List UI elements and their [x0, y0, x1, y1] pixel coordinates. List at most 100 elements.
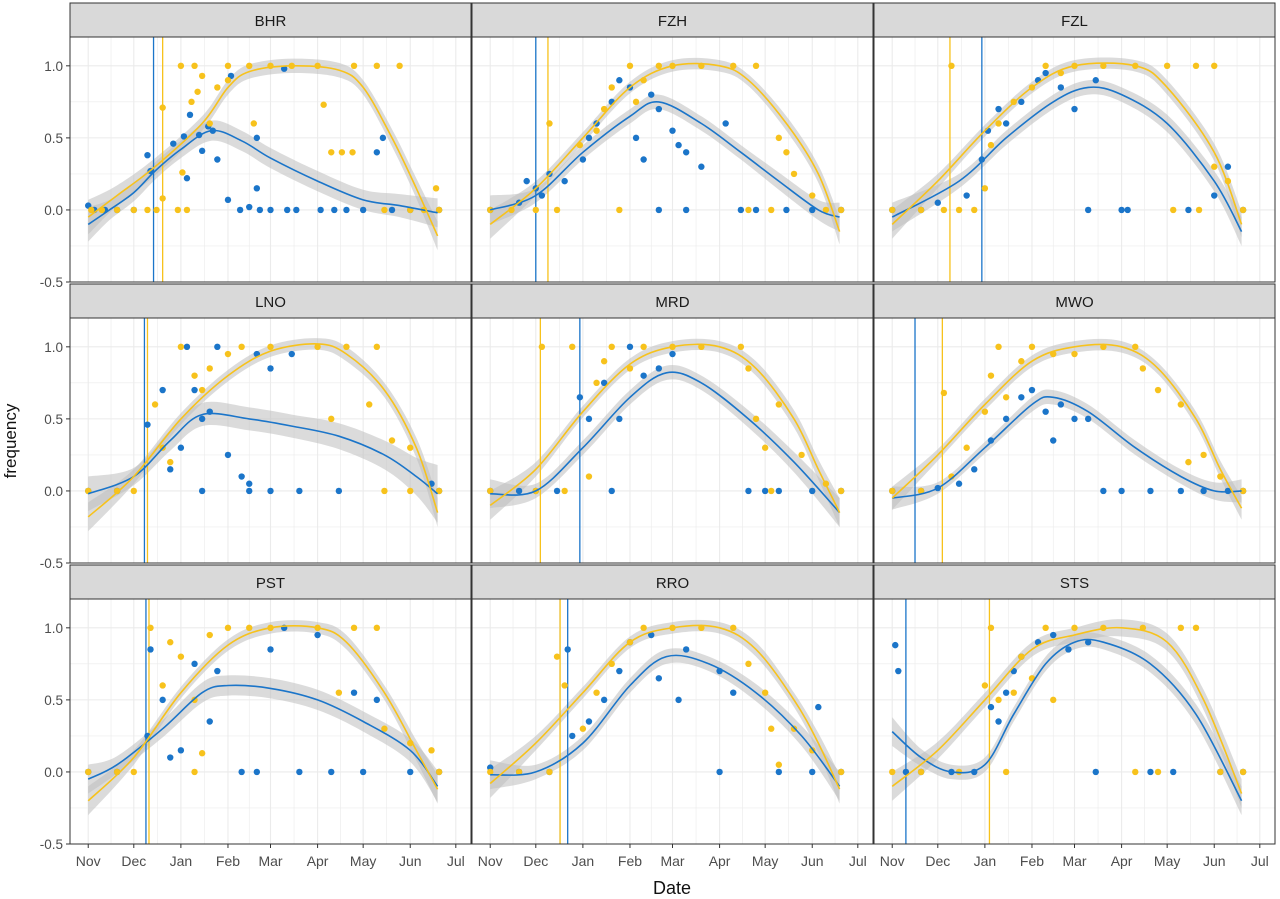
- y-tick-label: 0.5: [44, 412, 63, 427]
- x-tick-label: May: [1154, 853, 1180, 869]
- yellow-point: [745, 660, 752, 668]
- x-tick-label: Feb: [618, 853, 642, 869]
- yellow-point: [1239, 206, 1247, 214]
- x-tick-label: Nov: [880, 853, 905, 869]
- blue-point: [737, 206, 745, 214]
- blue-point: [669, 127, 676, 134]
- yellow-point: [940, 389, 948, 397]
- panel-rro: RRO: [471, 564, 874, 845]
- blue-point: [267, 646, 274, 653]
- yellow-point: [768, 725, 775, 732]
- yellow-point: [1100, 62, 1107, 70]
- yellow-point: [487, 487, 494, 495]
- blue-point: [761, 487, 769, 495]
- blue-point: [144, 421, 151, 428]
- blue-point: [675, 141, 682, 149]
- blue-point: [198, 147, 206, 155]
- blue-point: [1211, 192, 1218, 199]
- blue-point: [523, 177, 530, 185]
- yellow-point: [174, 206, 182, 214]
- blue-point: [1118, 206, 1125, 214]
- yellow-point: [198, 386, 206, 394]
- blue-point: [288, 350, 295, 358]
- blue-point: [284, 206, 291, 214]
- panel-sts: STS: [873, 564, 1276, 845]
- blue-point: [1057, 401, 1065, 408]
- blue-point: [167, 754, 174, 761]
- yellow-point: [1154, 768, 1162, 776]
- yellow-point: [783, 149, 790, 156]
- yellow-point: [730, 62, 737, 70]
- blue-point: [267, 487, 274, 495]
- blue-point: [775, 487, 783, 495]
- panel-mrd: MRD: [471, 283, 874, 564]
- yellow-point: [177, 343, 185, 351]
- yellow-point: [1239, 487, 1247, 495]
- blue-point: [1177, 487, 1185, 495]
- blue-point: [373, 149, 381, 156]
- panels: BHR FZH FZL LNO MRD MWO PST RRO STS: [69, 2, 1276, 845]
- x-tick-label: Jun: [1203, 853, 1226, 869]
- x-tick-label: Jan: [170, 853, 193, 869]
- yellow-point: [698, 343, 705, 351]
- y-axis-title: frequency: [1, 403, 20, 478]
- facet-strip: [471, 283, 874, 319]
- blue-point: [256, 206, 264, 214]
- blue-point: [1057, 84, 1065, 91]
- blue-point: [1050, 631, 1057, 639]
- blue-fit-line: [490, 654, 841, 787]
- blue-point: [1092, 768, 1099, 776]
- yellow-point: [515, 768, 523, 776]
- yellow-point: [730, 624, 737, 632]
- blue-points: [889, 69, 1247, 214]
- blue-point: [963, 192, 970, 199]
- yellow-point: [198, 72, 206, 80]
- facet-strip: [873, 2, 1276, 38]
- blue-point: [1084, 639, 1092, 646]
- yellow-point: [981, 682, 989, 689]
- facet-label: MWO: [1055, 294, 1093, 311]
- yellow-point: [373, 343, 381, 351]
- yellow-point: [761, 689, 769, 696]
- panel-border: [873, 317, 1276, 564]
- blue-fit-line: [891, 86, 1243, 232]
- yellow-point: [569, 343, 576, 351]
- blue-point: [987, 703, 995, 711]
- blue-point: [978, 156, 986, 163]
- yellow-point: [1211, 62, 1218, 70]
- yellow-fit-line: [891, 62, 1243, 225]
- x-tick-label: Jan: [572, 853, 595, 869]
- blue-point: [253, 768, 261, 776]
- blue-point: [214, 667, 221, 675]
- blue-point: [198, 487, 206, 495]
- blue-point: [280, 65, 288, 72]
- yellow-point: [151, 401, 159, 408]
- blue-point: [809, 487, 816, 495]
- yellow-point: [626, 365, 634, 372]
- blue-confidence-band: [892, 389, 1242, 510]
- facet-strip: [471, 564, 874, 600]
- yellow-point: [775, 761, 783, 768]
- y-tick-label: 0.5: [44, 131, 63, 146]
- yellow-point: [608, 343, 615, 351]
- blue-point: [296, 487, 303, 495]
- blue-point: [388, 206, 396, 214]
- blue-point: [1147, 487, 1154, 495]
- blue-point: [1185, 206, 1192, 214]
- yellow-point: [88, 206, 95, 214]
- yellow-point: [373, 62, 381, 70]
- yellow-point: [1177, 624, 1185, 632]
- x-tick-label: Nov: [478, 853, 503, 869]
- blue-point: [1124, 206, 1131, 214]
- blue-point: [698, 163, 705, 170]
- yellow-point: [407, 487, 414, 495]
- yellow-point: [238, 343, 245, 351]
- blue-point: [682, 646, 690, 653]
- blue-point: [892, 641, 899, 649]
- yellow-point: [593, 689, 600, 696]
- blue-point: [373, 696, 381, 704]
- yellow-point: [1002, 394, 1010, 401]
- yellow-point: [113, 206, 121, 214]
- yellow-point: [147, 624, 154, 632]
- x-tick-label: Nov: [76, 853, 101, 869]
